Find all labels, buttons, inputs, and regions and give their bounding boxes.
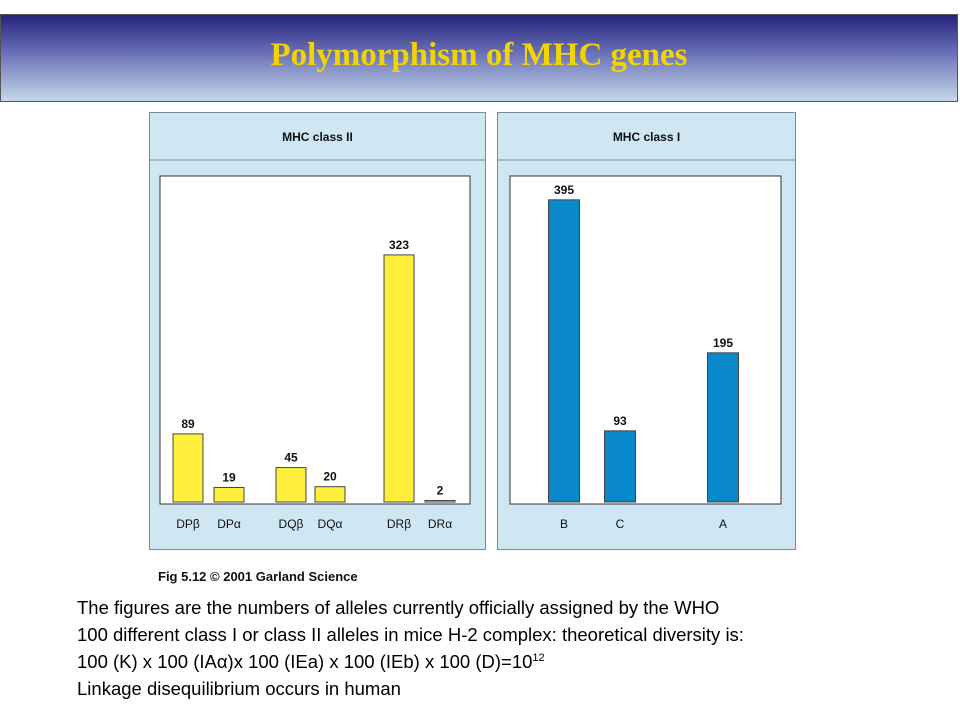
bar-C — [604, 430, 636, 503]
bar-DRα — [424, 499, 456, 503]
value-label-A: 195 — [713, 336, 733, 350]
category-label-B: B — [560, 517, 568, 531]
value-label-DRα: 2 — [437, 483, 444, 497]
bar-A — [707, 352, 739, 503]
title-bar: Polymorphism of MHC genes — [0, 14, 958, 102]
category-label-DPβ: DPβ — [176, 517, 200, 531]
category-label-C: C — [616, 517, 625, 531]
value-label-DQβ: 45 — [284, 451, 298, 465]
category-label-DPα: DPα — [217, 517, 241, 531]
value-label-DQα: 20 — [323, 470, 337, 484]
bar-DPα — [213, 486, 245, 503]
body-line-4: Linkage disequilibrium occurs in human — [77, 678, 401, 699]
value-label-DRβ: 323 — [389, 238, 409, 252]
value-label-DPβ: 89 — [181, 417, 195, 431]
value-label-B: 395 — [554, 183, 574, 197]
body-line-3: 100 (K) x 100 (IAα)x 100 (IEa) x 100 (IE… — [77, 651, 545, 673]
mhc-class-i-chart: MHC class I 395 B 93 C 195 A — [497, 112, 796, 550]
body-line-3-text: 100 (K) x 100 (IAα)x 100 (IEa) x 100 (IE… — [77, 651, 533, 672]
figure-caption: Fig 5.12 © 2001 Garland Science — [158, 569, 358, 584]
body-line-1: The figures are the numbers of alleles c… — [77, 597, 720, 618]
category-label-DQβ: DQβ — [279, 517, 304, 531]
plot-area — [159, 175, 471, 505]
chart-title: MHC class I — [613, 130, 680, 144]
category-label-A: A — [719, 517, 727, 531]
body-line-3-superscript: 12 — [532, 651, 545, 664]
bar-B — [548, 199, 580, 503]
category-label-DQα: DQα — [318, 517, 343, 531]
bar-DQβ — [275, 467, 307, 503]
category-label-DRα: DRα — [428, 517, 452, 531]
value-label-DPα: 19 — [222, 470, 236, 484]
category-label-DRβ: DRβ — [387, 517, 411, 531]
mhc-class-ii-chart: MHC class II 89 DPβ 19 DPα 45 DQβ 20 DQα 323 DRβ 2 D… — [149, 112, 486, 550]
bar-DQα — [314, 486, 346, 503]
body-line-2: 100 different class I or class II allele… — [77, 624, 744, 645]
bar-DPβ — [172, 433, 204, 503]
value-label-C: 93 — [613, 414, 627, 428]
bar-DRβ — [383, 254, 415, 503]
slide-title: Polymorphism of MHC genes — [270, 37, 688, 73]
chart-title: MHC class II — [282, 130, 353, 144]
